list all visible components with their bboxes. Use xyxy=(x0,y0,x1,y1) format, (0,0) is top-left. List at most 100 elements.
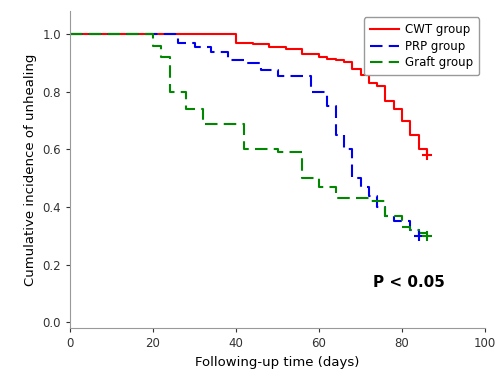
PRP group xyxy=(399,219,405,224)
Line: Graft group: Graft group xyxy=(70,34,427,236)
PRP group xyxy=(390,219,396,224)
Graft group xyxy=(366,199,372,204)
CWT group xyxy=(382,98,388,103)
CWT group xyxy=(316,55,322,60)
CWT group xyxy=(408,118,414,123)
PRP group xyxy=(192,45,198,49)
CWT group xyxy=(283,45,289,49)
Graft group xyxy=(341,196,347,201)
Graft group xyxy=(349,196,355,201)
CWT group xyxy=(341,58,347,63)
Text: P < 0.05: P < 0.05 xyxy=(373,275,445,290)
PRP group xyxy=(366,185,372,189)
PRP group xyxy=(242,58,248,63)
PRP group xyxy=(67,32,73,37)
Graft group xyxy=(200,121,206,126)
CWT group xyxy=(332,57,338,61)
PRP group xyxy=(224,49,230,54)
Graft group xyxy=(224,121,230,126)
Graft group xyxy=(274,147,280,152)
PRP group xyxy=(349,176,355,181)
PRP group xyxy=(175,41,181,45)
CWT group xyxy=(316,52,322,57)
CWT group xyxy=(366,72,372,77)
Graft group xyxy=(200,107,206,112)
Graft group xyxy=(424,234,430,238)
Graft group xyxy=(399,225,405,230)
PRP group xyxy=(358,176,364,181)
Graft group xyxy=(150,44,156,48)
CWT group xyxy=(349,67,355,71)
Graft group xyxy=(416,231,422,235)
PRP group xyxy=(224,58,230,63)
PRP group xyxy=(408,219,414,224)
CWT group xyxy=(224,32,230,37)
PRP group xyxy=(158,32,164,37)
CWT group xyxy=(349,60,355,64)
Graft group xyxy=(300,176,306,181)
PRP group xyxy=(341,133,347,137)
CWT group xyxy=(382,84,388,89)
Graft group xyxy=(67,32,73,37)
Graft group xyxy=(224,121,230,126)
CWT group xyxy=(233,32,239,37)
CWT group xyxy=(324,55,330,60)
Graft group xyxy=(300,150,306,155)
Legend: CWT group, PRP group, Graft group: CWT group, PRP group, Graft group xyxy=(364,17,479,75)
PRP group xyxy=(399,219,405,224)
PRP group xyxy=(291,74,297,78)
CWT group xyxy=(390,98,396,103)
PRP group xyxy=(366,193,372,198)
PRP group xyxy=(175,32,181,37)
PRP group xyxy=(374,193,380,198)
Graft group xyxy=(382,213,388,218)
Graft group xyxy=(242,147,248,152)
PRP group xyxy=(382,213,388,218)
CWT group xyxy=(390,107,396,112)
Graft group xyxy=(166,55,172,60)
CWT group xyxy=(399,118,405,123)
PRP group xyxy=(308,90,314,94)
CWT group xyxy=(300,52,306,57)
Graft group xyxy=(166,90,172,94)
CWT group xyxy=(341,60,347,64)
Y-axis label: Cumulative incidence of unhealing: Cumulative incidence of unhealing xyxy=(24,54,37,286)
PRP group xyxy=(208,45,214,49)
Graft group xyxy=(424,231,430,235)
PRP group xyxy=(358,185,364,189)
Graft group xyxy=(332,196,338,201)
Graft group xyxy=(316,185,322,189)
Graft group xyxy=(274,150,280,155)
PRP group xyxy=(390,213,396,218)
Graft group xyxy=(242,121,248,126)
PRP group xyxy=(208,49,214,54)
PRP group xyxy=(374,205,380,209)
Graft group xyxy=(416,228,422,232)
Graft group xyxy=(324,185,330,189)
Graft group xyxy=(324,185,330,189)
Graft group xyxy=(142,32,148,37)
PRP group xyxy=(324,104,330,109)
Graft group xyxy=(150,32,156,37)
CWT group xyxy=(374,81,380,86)
Line: PRP group: PRP group xyxy=(70,34,418,236)
PRP group xyxy=(349,147,355,152)
Graft group xyxy=(142,32,148,37)
CWT group xyxy=(224,32,230,37)
PRP group xyxy=(274,74,280,78)
CWT group xyxy=(408,133,414,137)
PRP group xyxy=(324,90,330,94)
PRP group xyxy=(192,41,198,45)
CWT group xyxy=(266,42,272,47)
CWT group xyxy=(424,147,430,152)
PRP group xyxy=(158,32,164,37)
X-axis label: Following-up time (days): Following-up time (days) xyxy=(196,356,360,369)
CWT group xyxy=(283,46,289,51)
CWT group xyxy=(67,32,73,37)
Graft group xyxy=(158,55,164,60)
PRP group xyxy=(308,74,314,78)
PRP group xyxy=(382,205,388,209)
Graft group xyxy=(316,176,322,181)
CWT group xyxy=(266,45,272,49)
PRP group xyxy=(332,133,338,137)
